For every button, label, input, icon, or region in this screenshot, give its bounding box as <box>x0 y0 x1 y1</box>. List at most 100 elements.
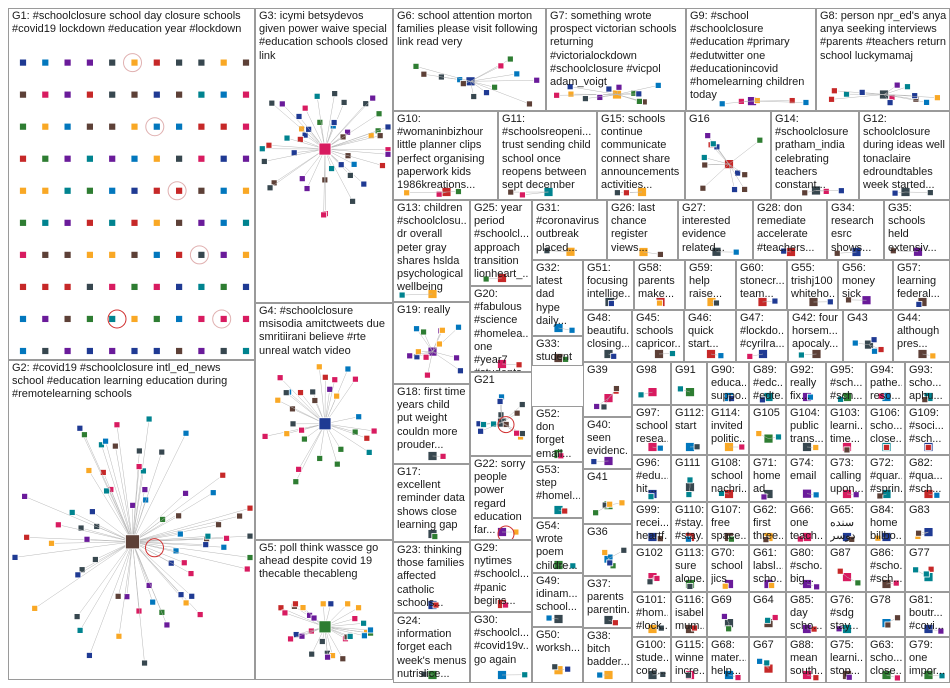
graph-edge <box>801 353 817 356</box>
group-label: G103: learni... time... <box>830 407 863 446</box>
graph-node <box>180 559 188 567</box>
group-label: G99: recei... heartf... <box>636 504 668 543</box>
graph-node <box>85 467 93 474</box>
graph-node <box>141 659 148 667</box>
group-label: G102 <box>636 547 663 559</box>
graph-node <box>135 447 143 455</box>
group-panel-g29: G29: nytimes #schoolcl... #panic begins.… <box>470 540 532 612</box>
graph-node <box>63 154 72 163</box>
graph-node <box>413 353 421 361</box>
graph-node <box>497 411 505 419</box>
graph-node <box>197 347 206 355</box>
group-panel-g43: G43 <box>843 310 893 362</box>
graph-edge <box>324 618 355 628</box>
graph-node <box>86 90 94 99</box>
graph-node <box>367 629 374 637</box>
group-label: G84: home billbo... <box>870 504 902 543</box>
graph-edge <box>659 301 661 304</box>
graph-node <box>278 100 286 108</box>
graph-edge <box>132 515 179 543</box>
graph-node <box>219 315 228 323</box>
graph-edge <box>295 603 326 628</box>
graph-node <box>361 632 368 640</box>
graph-edge <box>302 607 326 628</box>
group-panel-g54: G54: wrote poem childre... <box>532 518 583 573</box>
graph-node <box>427 346 438 357</box>
graph-node <box>31 604 39 612</box>
graph-node <box>470 93 478 100</box>
graph-node <box>98 441 105 449</box>
graph-edge <box>292 408 326 424</box>
group-label: G3: icymi betsydevos given power waive s… <box>259 10 389 62</box>
graph-node <box>242 250 250 259</box>
graph-node <box>521 671 529 679</box>
graph-edge <box>608 619 616 623</box>
graph-edge <box>922 353 933 357</box>
self-loop <box>107 309 127 329</box>
graph-node <box>877 346 885 353</box>
graph-node <box>636 97 643 105</box>
graph-node <box>337 445 345 453</box>
group-label: G94: pathe... reso... <box>870 364 902 403</box>
group-label: G35: schools held extensiv... <box>888 202 937 254</box>
graph-node <box>318 638 326 645</box>
graph-node <box>301 131 309 139</box>
group-label: G4: #schoolclosure msisodia amitctweets … <box>259 305 385 357</box>
graph-node <box>329 122 337 130</box>
group-panel-g15: G15: schools continue communicate connec… <box>597 111 685 200</box>
graph-edge <box>926 573 929 578</box>
graph-node <box>246 532 254 540</box>
group-panel-g64: G64 <box>749 592 786 637</box>
graph-node <box>315 363 323 371</box>
group-panel-g1: G1: #schoolclosure school day closure sc… <box>8 8 255 360</box>
graph-edge <box>868 339 875 345</box>
group-label: G56: money sick <box>842 262 876 301</box>
graph-edge <box>132 541 145 664</box>
graph-node <box>700 154 708 161</box>
graph-edge <box>928 569 932 578</box>
graph-edge <box>324 626 371 631</box>
group-label: G34: research esrc shows... <box>831 202 874 254</box>
graph-edge <box>608 388 617 399</box>
graph-node <box>203 535 210 543</box>
graph-edge <box>319 366 326 424</box>
graph-node <box>731 186 738 193</box>
graph-node <box>406 352 414 360</box>
graph-node <box>276 374 284 382</box>
graph-node <box>582 95 589 103</box>
group-panel-g26: G26: last chance register views... <box>607 200 678 260</box>
group-label: G81: boutr... #covi... <box>909 594 944 633</box>
graph-node <box>86 250 94 259</box>
graph-edge <box>710 144 730 165</box>
graph-edge <box>324 423 370 453</box>
graph-node <box>455 323 462 331</box>
graph-edge <box>415 66 471 82</box>
graph-edge <box>319 122 326 150</box>
group-panel-g110: G110: #stay... #stay... <box>671 502 707 545</box>
graph-node <box>19 283 27 291</box>
graph-node <box>763 618 774 629</box>
graph-node <box>553 614 564 624</box>
graph-edge <box>269 148 326 188</box>
self-loop <box>497 416 515 434</box>
graph-edge <box>117 541 133 597</box>
graph-edge <box>132 524 219 543</box>
graph-edge <box>554 666 559 671</box>
group-label: G6: school attention morton families ple… <box>397 10 538 49</box>
group-label: G16 <box>689 113 710 125</box>
group-label: G70: school jics <box>711 547 743 586</box>
self-loop <box>189 245 209 265</box>
graph-edge <box>608 353 614 357</box>
graph-node <box>130 347 139 355</box>
graph-edge <box>768 436 779 439</box>
group-label: G58: parents make... <box>638 262 675 301</box>
graph-edge <box>26 537 133 543</box>
graph-node <box>63 122 72 131</box>
group-label: G75: learni... stop... <box>830 639 863 678</box>
graph-node <box>836 567 844 575</box>
graph-node <box>114 592 122 600</box>
graph-node <box>175 512 183 520</box>
graph-node <box>242 218 250 227</box>
graph-edge <box>319 423 326 459</box>
graph-node <box>721 613 728 620</box>
